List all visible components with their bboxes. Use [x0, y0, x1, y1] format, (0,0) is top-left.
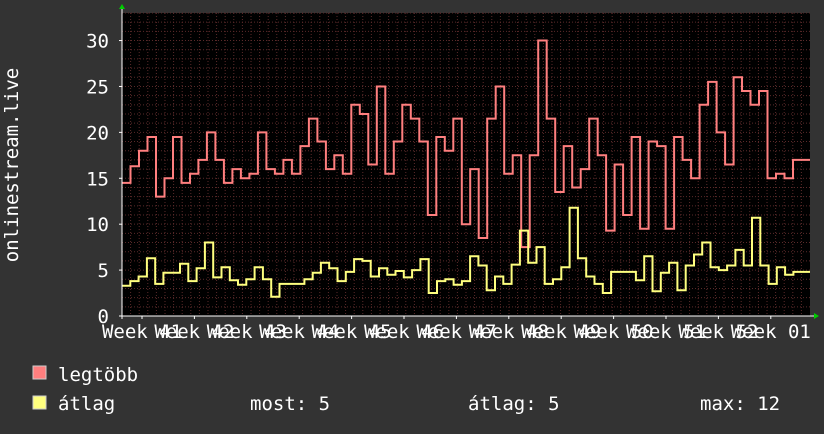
legend-swatch-legtobb	[32, 365, 47, 380]
stat-atlag: átlag: 5	[468, 393, 560, 415]
series-layer	[122, 39, 810, 298]
x-tick-label: Week 52	[678, 321, 758, 343]
x-tick-label: Week 41	[102, 321, 182, 343]
y-tick-labels: 0 5 10 15 20 25 30	[86, 31, 122, 328]
y-axis-label: onlinestream.live	[1, 68, 23, 262]
legend-swatch-atlag	[32, 395, 47, 410]
y-tick-label: 25	[86, 76, 109, 98]
y-tick-label: 30	[86, 31, 109, 53]
series-line-legtobb	[122, 39, 810, 249]
x-tick-label: Week 51	[626, 321, 706, 343]
x-tick-label: Week 47	[416, 321, 496, 343]
y-tick-label: 5	[98, 260, 109, 282]
y-axis-arrow-icon	[119, 4, 125, 9]
x-tick-label: Week 42	[154, 321, 234, 343]
x-tick-label: Week 48	[469, 321, 549, 343]
x-axis-arrow-icon	[814, 313, 819, 319]
legend-label-legtobb: legtöbb	[58, 364, 138, 386]
x-tick-label: Week 46	[364, 321, 444, 343]
y-tick-label: 20	[86, 122, 109, 144]
x-tick-label: Week 49	[521, 321, 601, 343]
series-line-atlag	[122, 206, 810, 298]
stat-most: most: 5	[250, 393, 330, 415]
y-tick-label: 10	[86, 214, 109, 236]
stat-max: max: 12	[700, 393, 780, 415]
legend-label-atlag: átlag	[58, 393, 115, 415]
x-tick-label: Week 43	[207, 321, 287, 343]
x-tick-label: Week 44	[259, 321, 339, 343]
x-tick-label: Week 50	[574, 321, 654, 343]
y-tick-label: 15	[86, 168, 109, 190]
x-tick-label: Week 45	[312, 321, 392, 343]
axes	[119, 4, 819, 319]
x-tick-label: Week 01	[731, 321, 811, 343]
y-tick-label: 0	[98, 306, 109, 328]
